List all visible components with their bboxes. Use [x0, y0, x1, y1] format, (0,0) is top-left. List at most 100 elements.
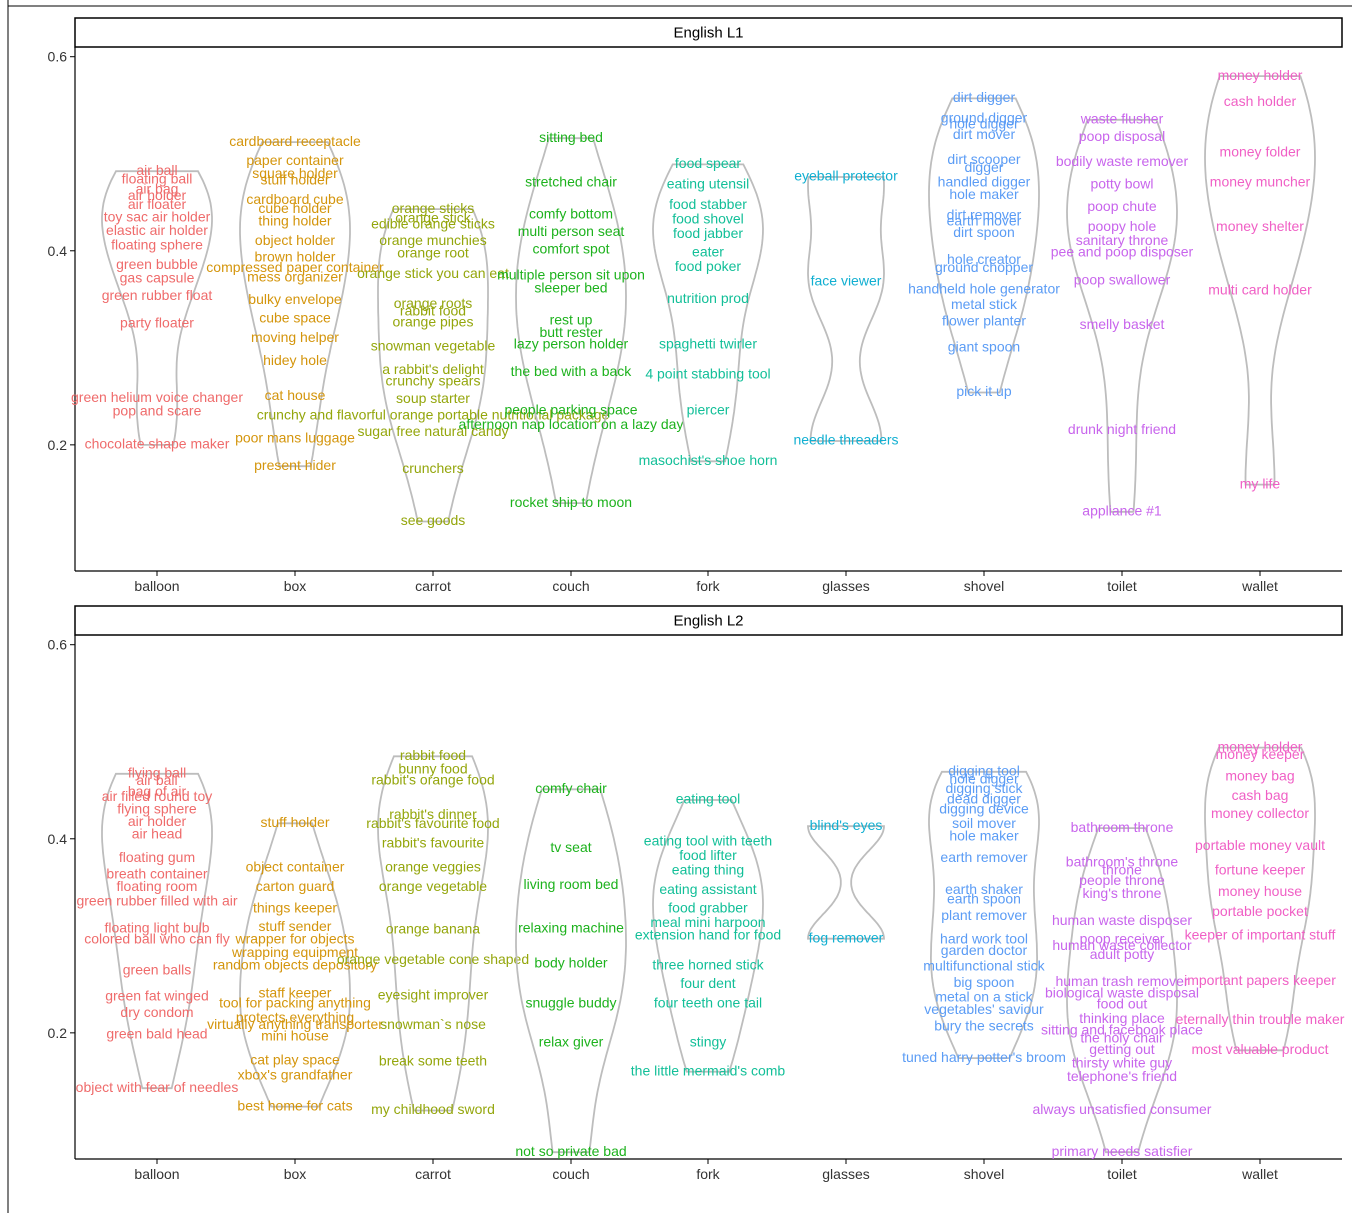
data-label-shovel: digger — [965, 159, 1004, 175]
data-label-balloon: pop and scare — [113, 403, 202, 419]
violin-box — [239, 141, 351, 468]
data-label-balloon: floating light bulb — [104, 920, 209, 936]
data-label-balloon: green bald head — [106, 1025, 207, 1041]
data-label-balloon: green bubble — [116, 256, 198, 272]
data-label-shovel: earth spoon — [947, 891, 1021, 907]
data-label-balloon: colored ball who can fly — [84, 930, 230, 946]
data-label-box: wrapper for objects — [234, 930, 354, 946]
data-label-balloon: floating ball — [122, 171, 193, 187]
data-label-carrot: rabbit's favourite — [382, 834, 484, 850]
x-tick-label: box — [284, 1166, 307, 1182]
data-label-fork: extension hand for food — [635, 927, 781, 943]
data-label-toilet: sanitary throne — [1076, 232, 1169, 248]
data-label-fork: 4 point stabbing tool — [645, 366, 770, 382]
data-label-couch: afternoon nap location on a lazy day — [459, 416, 684, 432]
data-label-fork: food jabber — [673, 225, 743, 241]
violin-wallet — [1204, 746, 1316, 1052]
data-label-box: object container — [246, 859, 345, 875]
data-label-balloon: air holder — [128, 813, 187, 829]
data-label-box: cat house — [265, 387, 326, 403]
data-label-wallet: most valuable product — [1192, 1041, 1329, 1057]
data-label-shovel: ground chopper — [935, 259, 1033, 275]
data-label-fork: eating tool with teeth — [644, 832, 772, 848]
data-label-balloon: floating sphere — [111, 237, 203, 253]
data-label-box: compressed paper container — [206, 259, 384, 275]
data-label-toilet: the holy chair — [1080, 1029, 1164, 1045]
data-label-box: present hider — [254, 457, 336, 473]
data-label-couch: multiple person sit upon — [497, 267, 645, 283]
data-label-shovel: hard work tool — [940, 930, 1028, 946]
data-label-carrot: rabbit's favourite food — [366, 815, 499, 831]
data-label-shovel: dirt scooper — [947, 151, 1020, 167]
x-tick-label: carrot — [415, 578, 451, 594]
data-label-balloon: object with fear of needles — [76, 1079, 239, 1095]
data-label-box: stuff sender — [259, 918, 332, 934]
data-label-box: poor mans luggage — [235, 430, 355, 446]
data-label-fork: eating thing — [672, 862, 744, 878]
data-label-carrot: crunchers — [402, 460, 463, 476]
data-label-wallet: my life — [1240, 475, 1281, 491]
data-label-box: things keeper — [253, 899, 337, 915]
data-label-balloon: air ball — [136, 162, 177, 178]
data-label-box: paper container — [246, 152, 344, 168]
data-label-couch: multi person seat — [518, 223, 625, 239]
data-label-box: mini house — [261, 1027, 329, 1043]
data-label-shovel: plant remover — [941, 907, 1027, 923]
data-label-shovel: hole digger — [949, 770, 1019, 786]
data-label-shovel: vegetables' saviour — [924, 1001, 1044, 1017]
data-label-fork: nutrition prod — [667, 290, 749, 306]
data-label-toilet: poop swallower — [1074, 272, 1171, 288]
data-label-couch: butt rester — [539, 324, 602, 340]
data-label-wallet: multi card holder — [1208, 281, 1312, 297]
data-label-couch: comfort spot — [532, 241, 609, 257]
data-label-shovel: earth remover — [940, 849, 1027, 865]
data-label-fork: eating tool — [676, 791, 741, 807]
data-label-glasses: needle threaders — [793, 432, 898, 448]
data-label-carrot: rabbit food — [400, 747, 466, 763]
data-label-toilet: biological waste disposal — [1045, 985, 1199, 1001]
data-label-glasses: face viewer — [811, 273, 882, 289]
data-label-toilet: smelly basket — [1080, 316, 1165, 332]
x-tick-label: balloon — [134, 1166, 179, 1182]
data-label-toilet: telephone's friend — [1067, 1068, 1177, 1084]
data-label-wallet: money shelter — [1216, 218, 1304, 234]
data-label-shovel: pick it up — [956, 383, 1011, 399]
data-label-glasses: eyeball protector — [794, 168, 898, 184]
data-label-box: object holder — [255, 232, 336, 248]
data-label-toilet: people throne — [1079, 872, 1165, 888]
data-label-shovel: dead digger — [947, 791, 1021, 807]
y-tick-label: 0.2 — [48, 1025, 68, 1041]
data-label-couch: relax giver — [539, 1033, 604, 1049]
data-label-wallet: money holder — [1218, 67, 1303, 83]
data-label-couch: tv seat — [550, 839, 591, 855]
data-label-fork: food shovel — [672, 210, 744, 226]
data-label-fork: food stabber — [669, 196, 747, 212]
x-tick-label: fork — [696, 1166, 720, 1182]
violin-couch — [515, 137, 627, 504]
x-tick-label: shovel — [964, 578, 1004, 594]
x-tick-label: couch — [552, 578, 589, 594]
data-label-shovel: handheld hole generator — [908, 280, 1060, 296]
data-label-toilet: thirsty white guy — [1072, 1055, 1172, 1071]
data-label-carrot: sugar free natural candy — [358, 423, 509, 439]
data-label-box: best home for cats — [237, 1097, 352, 1113]
y-tick-label: 0.2 — [48, 437, 68, 453]
data-label-shovel: dirt spoon — [953, 224, 1014, 240]
data-label-box: random objects depository — [213, 957, 377, 973]
x-tick-label: couch — [552, 1166, 589, 1182]
data-label-shovel: digging stick — [945, 780, 1023, 796]
data-label-shovel: dirt remover — [947, 207, 1022, 223]
panel-strip — [74, 605, 1343, 636]
data-label-wallet: money keeper — [1216, 746, 1305, 762]
data-label-couch: snuggle buddy — [525, 994, 616, 1010]
data-label-wallet: cash holder — [1224, 93, 1297, 109]
data-label-glasses: fog remover — [809, 929, 884, 945]
data-label-balloon: air holder — [128, 187, 187, 203]
data-label-box: thing holder — [258, 212, 332, 228]
data-label-toilet: poop receiver — [1080, 930, 1165, 946]
data-label-fork: food spear — [675, 155, 741, 171]
data-label-box: hidey hole — [263, 352, 327, 368]
data-label-box: virtually anything transporter — [207, 1016, 383, 1032]
